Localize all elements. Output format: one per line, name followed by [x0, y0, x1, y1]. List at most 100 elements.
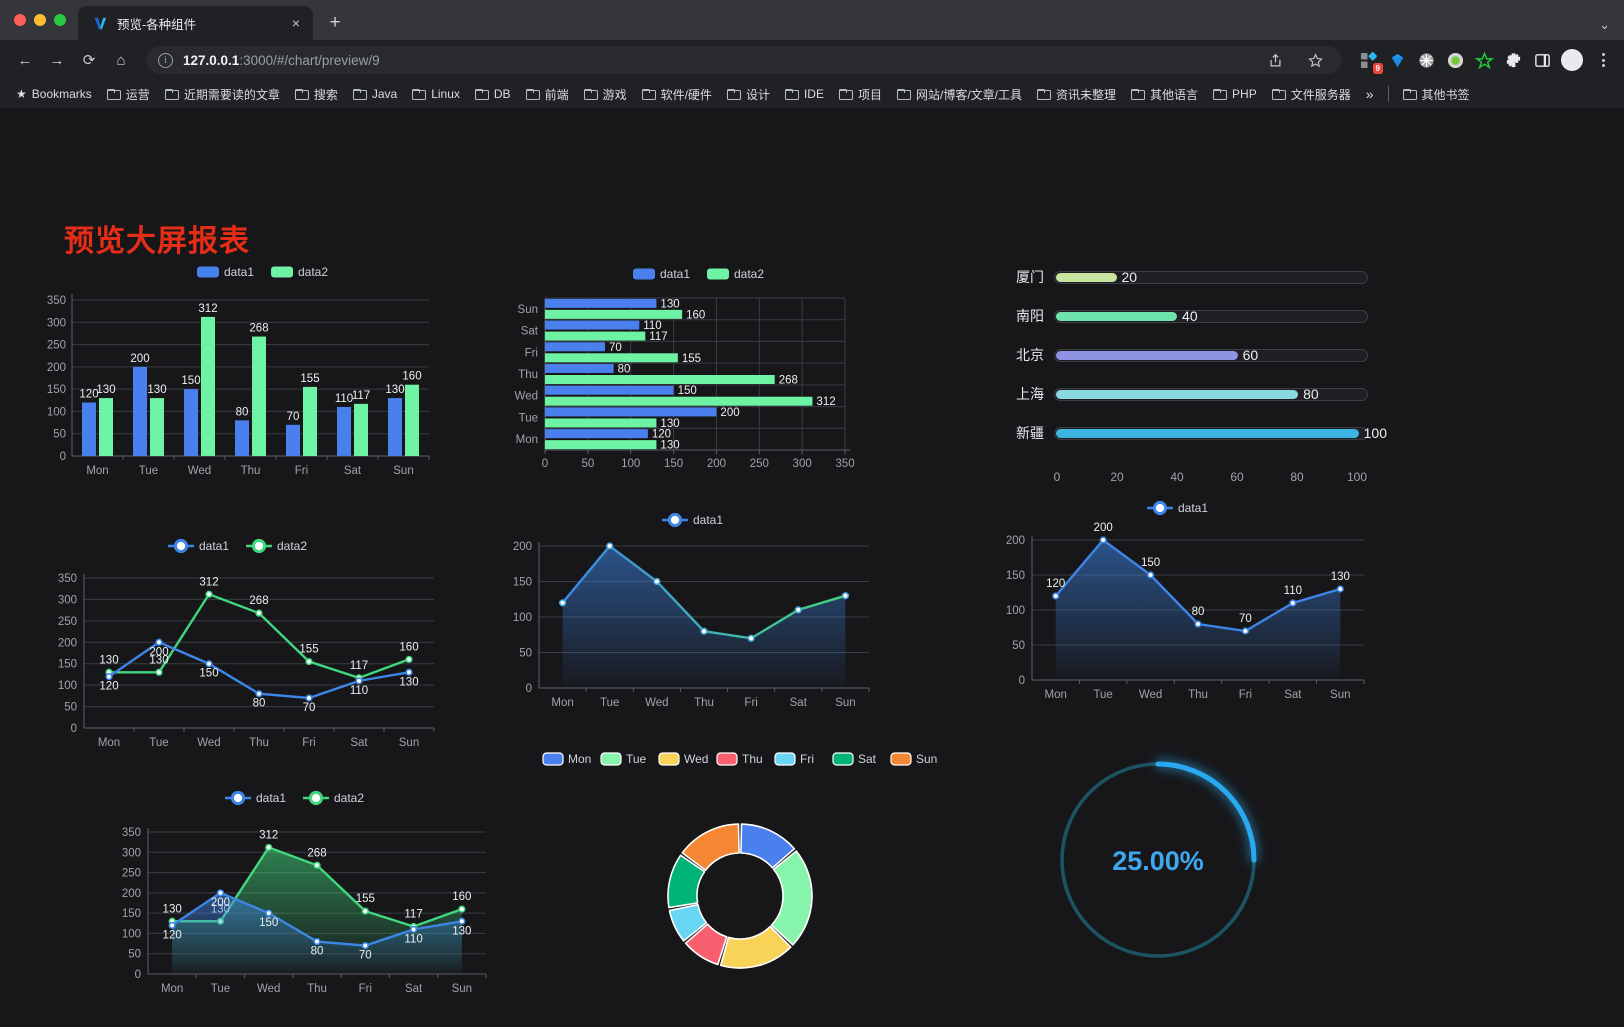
- diamond-icon[interactable]: [1387, 50, 1407, 70]
- close-tab-button[interactable]: ×: [291, 15, 301, 31]
- pie-slice[interactable]: [681, 823, 740, 872]
- legend-item[interactable]: data2: [707, 267, 764, 281]
- bookmark-folder[interactable]: Linux: [406, 84, 466, 104]
- progress-track[interactable]: 40: [1054, 308, 1368, 324]
- data-point[interactable]: [606, 542, 614, 550]
- legend-item[interactable]: data2: [246, 538, 307, 554]
- bookmark-folder[interactable]: IDE: [779, 84, 830, 104]
- bar[interactable]: [388, 398, 402, 456]
- data-point[interactable]: [265, 843, 273, 852]
- other-bookmarks-folder[interactable]: 其他书签: [1397, 83, 1476, 106]
- data-point[interactable]: [265, 909, 273, 917]
- data-point[interactable]: [1194, 620, 1202, 628]
- bookmark-folder[interactable]: PHP: [1207, 84, 1263, 104]
- legend-item[interactable]: Wed: [658, 752, 708, 766]
- bar[interactable]: [545, 440, 657, 450]
- data-point[interactable]: [313, 861, 321, 869]
- bookmark-folder[interactable]: 近期需要读的文章: [159, 83, 286, 106]
- data-point[interactable]: [205, 660, 213, 668]
- reload-button[interactable]: ⟳: [82, 52, 96, 69]
- bar[interactable]: [82, 402, 96, 456]
- bar[interactable]: [545, 407, 717, 417]
- bookmark-folder[interactable]: 网站/博客/文章/工具: [891, 83, 1028, 106]
- legend-item[interactable]: data2: [303, 790, 364, 806]
- bar[interactable]: [133, 366, 147, 456]
- data-point[interactable]: [794, 606, 802, 614]
- legend-item[interactable]: data2: [271, 265, 328, 279]
- data-point[interactable]: [361, 942, 369, 950]
- legend-item[interactable]: data1: [633, 267, 690, 281]
- data-point[interactable]: [405, 655, 413, 664]
- progress-track[interactable]: 80: [1054, 386, 1368, 402]
- legend-item[interactable]: data1: [1147, 500, 1208, 516]
- data-point[interactable]: [361, 907, 369, 915]
- legend-item[interactable]: data1: [662, 512, 723, 528]
- bar[interactable]: [545, 429, 648, 439]
- progress-track[interactable]: 20: [1054, 269, 1368, 285]
- bar[interactable]: [545, 320, 640, 330]
- green-circle-icon[interactable]: [1445, 50, 1465, 70]
- bar[interactable]: [99, 398, 113, 456]
- chart-area-dual[interactable]: data1 data2 0 50 100 150 200 250 300 350 Mon Tue Wed…: [96, 784, 491, 999]
- bar[interactable]: [545, 309, 683, 319]
- puzzle-grid-icon[interactable]: 9: [1358, 50, 1383, 74]
- chart-donut[interactable]: Mon Tue Wed Thu Fri Sat Sun: [540, 744, 940, 1014]
- bookmark-folder[interactable]: 其他语言: [1125, 83, 1204, 106]
- progress-row[interactable]: 新疆 100: [998, 424, 1387, 442]
- progress-row[interactable]: 南阳 40: [998, 307, 1368, 325]
- bookmark-folder[interactable]: 运营: [101, 83, 156, 106]
- share-icon[interactable]: [1260, 45, 1290, 75]
- pie-slice[interactable]: [684, 923, 728, 966]
- data-point[interactable]: [558, 599, 567, 607]
- data-point[interactable]: [105, 672, 113, 681]
- legend-item[interactable]: Mon: [542, 752, 591, 766]
- data-point[interactable]: [305, 694, 313, 702]
- progress-track[interactable]: 100: [1054, 425, 1387, 441]
- data-point[interactable]: [700, 627, 708, 635]
- close-window-button[interactable]: [14, 14, 26, 26]
- legend-item[interactable]: Fri: [774, 752, 814, 766]
- bar[interactable]: [545, 375, 775, 384]
- chart-line-dual[interactable]: data1 data2 0 50 100 150 200 250 300 350 Mon Tue Wed…: [34, 532, 444, 749]
- progress-row[interactable]: 上海 80: [998, 385, 1368, 403]
- bookmarks-overflow-button[interactable]: »: [1365, 86, 1374, 102]
- bar[interactable]: [545, 331, 646, 341]
- minimize-window-button[interactable]: [34, 14, 46, 26]
- chart-bar-horizontal[interactable]: data1 data2 0 50 100 150 200 250 300 350 Sun 130 160…: [500, 258, 900, 473]
- bookmarks-manager-button[interactable]: ★ Bookmarks: [10, 84, 98, 104]
- legend-item[interactable]: Sun: [890, 752, 937, 766]
- data-point[interactable]: [155, 668, 163, 676]
- progress-track[interactable]: 60: [1054, 347, 1368, 363]
- chevron-down-icon[interactable]: ⌄: [1599, 17, 1610, 32]
- data-point[interactable]: [168, 921, 176, 929]
- data-point[interactable]: [1099, 536, 1107, 544]
- data-point[interactable]: [1289, 599, 1297, 607]
- data-point[interactable]: [1052, 592, 1060, 600]
- side-panel-icon[interactable]: [1532, 50, 1552, 70]
- address-bar[interactable]: i 127.0.0.1:3000/#/chart/preview/9: [146, 46, 1342, 74]
- bookmark-folder[interactable]: 文件服务器: [1266, 83, 1357, 106]
- progress-row[interactable]: 厦门 20: [998, 268, 1368, 286]
- bookmark-star-icon[interactable]: [1300, 45, 1330, 75]
- data-point[interactable]: [1241, 627, 1250, 635]
- pie-slice[interactable]: [740, 823, 796, 869]
- chart-area-single[interactable]: data1 0 50 100 150 200 Mon Tue Wed Thu Fri Sat Sun 12…: [984, 494, 1374, 709]
- bookmark-folder[interactable]: 前端: [520, 83, 575, 106]
- bar[interactable]: [545, 364, 614, 373]
- bar[interactable]: [286, 424, 300, 456]
- data-point[interactable]: [155, 638, 163, 646]
- data-point[interactable]: [313, 937, 321, 946]
- bar[interactable]: [405, 384, 419, 456]
- legend-item[interactable]: data1: [197, 265, 254, 279]
- bar[interactable]: [545, 342, 605, 352]
- bar[interactable]: [252, 336, 266, 456]
- bar[interactable]: [184, 389, 198, 456]
- bar[interactable]: [303, 386, 317, 456]
- bar[interactable]: [337, 406, 351, 456]
- bar[interactable]: [354, 403, 368, 456]
- bookmark-folder[interactable]: 项目: [833, 83, 888, 106]
- back-button[interactable]: ←: [17, 51, 33, 69]
- data-point[interactable]: [305, 657, 313, 666]
- data-point[interactable]: [841, 592, 850, 600]
- progress-row[interactable]: 北京 60: [998, 346, 1368, 364]
